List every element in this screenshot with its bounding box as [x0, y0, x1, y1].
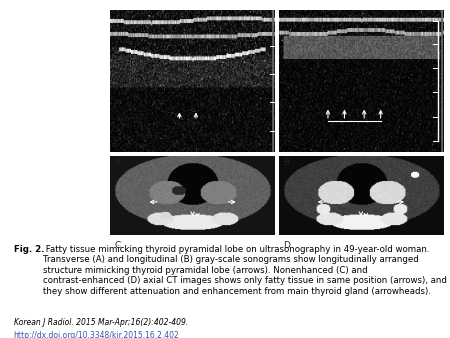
Text: Fig. 2.: Fig. 2.: [14, 245, 44, 254]
Text: Korean J Radiol. 2015 Mar-Apr;16(2):402-409.: Korean J Radiol. 2015 Mar-Apr;16(2):402-…: [14, 318, 188, 327]
Text: D: D: [283, 241, 290, 250]
Text: C: C: [115, 241, 121, 250]
Text: http://dx.doi.org/10.3348/kjr.2015.16.2.402: http://dx.doi.org/10.3348/kjr.2015.16.2.…: [14, 331, 179, 338]
Text: A: A: [115, 158, 121, 167]
Text: B: B: [283, 158, 289, 167]
Text: Fatty tissue mimicking thyroid pyramidal lobe on ultrasonography in 49-year-old : Fatty tissue mimicking thyroid pyramidal…: [43, 245, 447, 296]
